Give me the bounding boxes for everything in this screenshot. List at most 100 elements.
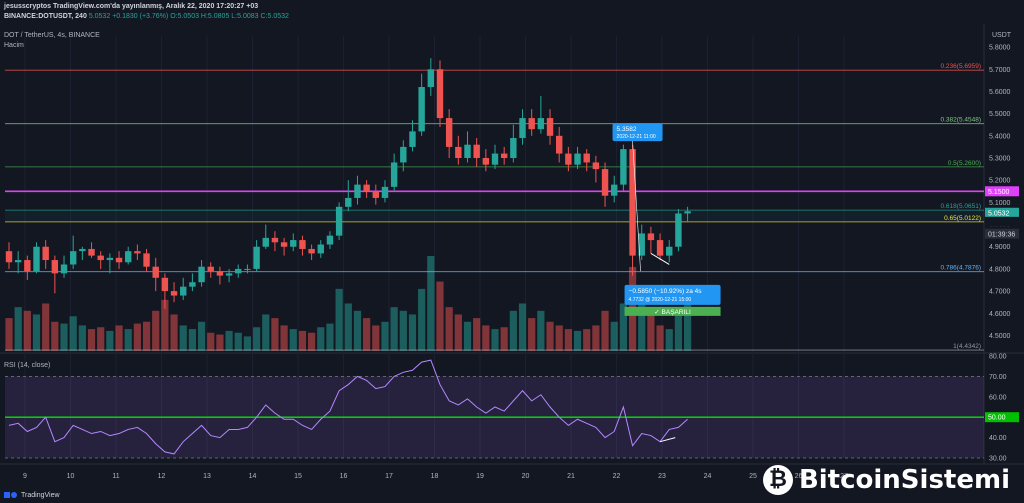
- candle-body: [510, 138, 517, 159]
- candle-body: [390, 162, 398, 187]
- volume-bar: [518, 303, 527, 351]
- tradingview-logo-icon: [4, 492, 17, 498]
- x-tick-label: 26: [795, 473, 803, 480]
- price-tick-label: 5.8000: [989, 45, 1011, 52]
- callout-high-price: 5.3582: [617, 126, 637, 133]
- candle-body: [574, 153, 581, 165]
- volume-bar: [509, 310, 517, 351]
- volume-bar: [619, 303, 627, 351]
- volume-bar: [326, 323, 334, 351]
- volume-bar: [87, 329, 96, 351]
- candle-body: [33, 246, 40, 272]
- price-tag: [985, 207, 1019, 218]
- candle-body: [455, 146, 462, 159]
- volume-bar: [683, 299, 692, 351]
- volume-bar: [583, 329, 591, 351]
- candle-body: [299, 240, 306, 249]
- volume-bar: [280, 325, 288, 351]
- x-tick-label: 21: [567, 473, 575, 480]
- x-tick-label: 12: [158, 473, 166, 480]
- candle-body: [629, 149, 636, 256]
- price-tick-label: 4.8000: [989, 266, 1011, 273]
- callout-low-change: −0.5850 (−10.92%) za 4s: [629, 288, 703, 295]
- candle-body: [381, 186, 389, 198]
- volume-bar: [665, 329, 673, 351]
- rsi-tick-label: 80.00: [989, 354, 1007, 361]
- candle-body: [14, 260, 22, 263]
- candle-body: [5, 251, 13, 263]
- volume-bar: [399, 310, 407, 351]
- volume-label: Hacim: [4, 42, 24, 49]
- tradingview-brand[interactable]: TradingView: [4, 491, 60, 499]
- candle-body: [464, 144, 471, 159]
- price-axis-bg: [984, 24, 1024, 464]
- candle-body: [69, 251, 77, 265]
- price-tick-label: 5.5000: [989, 111, 1011, 118]
- volume-bar: [528, 318, 536, 351]
- volume-bar: [427, 256, 435, 351]
- candle-body: [620, 149, 627, 185]
- candle-body: [400, 146, 407, 163]
- volume-bar: [216, 334, 224, 351]
- candle-body: [565, 153, 572, 165]
- candle-body: [262, 237, 269, 247]
- ohlc-values: O:5.0503 H:5.0805 L:5.0083 C:5.0532: [170, 13, 289, 20]
- fib-label: 1(4.4342): [953, 343, 981, 350]
- candle-body: [134, 251, 141, 254]
- volume-bar: [418, 288, 426, 351]
- candle-body: [372, 191, 379, 198]
- publisher-line: jesusscryptos TradingView.com'da yayınla…: [4, 2, 258, 11]
- candle-body: [611, 184, 618, 196]
- candle-body: [666, 246, 673, 256]
- candle-body: [647, 233, 655, 241]
- candle-body: [638, 233, 645, 256]
- candle-body: [427, 69, 435, 88]
- candle-body: [24, 260, 31, 272]
- price-tick-label: 5.4000: [989, 133, 1011, 140]
- volume-bar: [674, 310, 683, 351]
- price-tick-label: 4.7000: [989, 289, 1011, 296]
- success-box: [624, 306, 721, 316]
- volume-bar: [106, 330, 114, 351]
- candle-body: [198, 266, 205, 283]
- candle-body: [519, 118, 526, 139]
- volume-bar: [344, 303, 352, 351]
- volume-bar: [252, 327, 261, 351]
- change-value: +0.1830 (+3.76%): [112, 13, 169, 20]
- volume-bar: [234, 332, 242, 351]
- volume-bar: [14, 307, 22, 351]
- fib-label: 0.618(5.0651): [941, 203, 981, 210]
- candle-body: [189, 282, 196, 287]
- fib-label: 0.5(5.2600): [948, 160, 981, 167]
- candle-body: [556, 135, 563, 154]
- candle-body: [88, 248, 95, 256]
- price-tick-label: 4.6000: [989, 311, 1011, 318]
- volume-bar: [69, 316, 77, 351]
- x-tick-label: 9: [23, 473, 27, 480]
- candle-body: [528, 118, 535, 130]
- x-tick-label: 20: [522, 473, 530, 480]
- fib-label: 0.65(5.0122): [944, 215, 981, 222]
- price-tick-label: 5.1000: [989, 200, 1011, 207]
- candle-body: [473, 144, 480, 159]
- volume-bar: [390, 307, 398, 351]
- candle-body: [170, 291, 178, 296]
- volume-bar: [564, 329, 572, 351]
- candle-body: [418, 87, 425, 132]
- candle-body: [335, 206, 343, 236]
- callout-high-date: 2020-12-21 11:00: [617, 134, 656, 140]
- volume-bar: [188, 329, 196, 351]
- volume-bar: [207, 332, 215, 351]
- candle-body: [546, 118, 554, 136]
- volume-bar: [179, 325, 187, 351]
- success-label: ✓ BAŞARILI: [654, 309, 691, 316]
- candle-body: [290, 240, 297, 247]
- x-tick-label: 14: [249, 473, 257, 480]
- volume-bar: [353, 310, 362, 351]
- candle-body: [601, 169, 609, 196]
- candle-body: [436, 69, 444, 119]
- volume-bar: [271, 318, 279, 351]
- volume-bar: [51, 321, 59, 351]
- volume-bar: [298, 330, 307, 351]
